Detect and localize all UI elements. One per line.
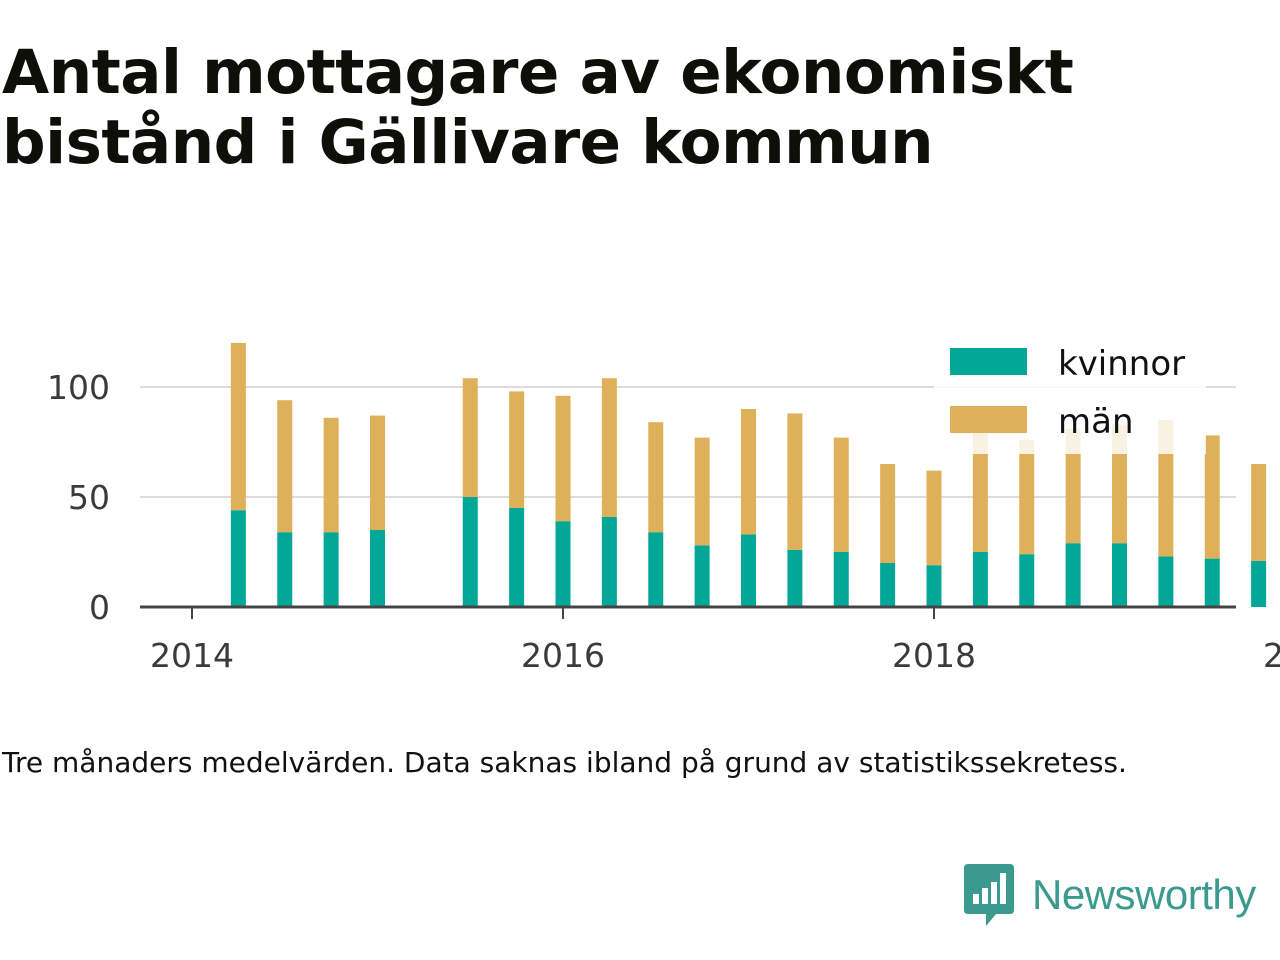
bar-man	[1112, 424, 1127, 544]
bar-man	[648, 422, 664, 533]
chart-area: 050100201420162018202020222024 kvinnormä…	[0, 300, 1280, 700]
bar-kvinnor	[509, 508, 525, 607]
bar-man	[1158, 420, 1174, 557]
bar-man	[880, 464, 896, 563]
axes: 050100201420162018202020222024	[47, 368, 1280, 675]
stacked-bar-chart: 050100201420162018202020222024 kvinnormä…	[47, 336, 1280, 675]
chart-caption: Tre månaders medelvärden. Data saknas ib…	[2, 746, 1127, 779]
bar-kvinnor	[555, 521, 571, 607]
x-tick-label: 2018	[892, 636, 976, 675]
bar-kvinnor	[323, 532, 339, 607]
bar-kvinnor	[972, 552, 988, 607]
bar-kvinnor	[230, 510, 246, 607]
legend: kvinnor män	[934, 336, 1206, 454]
x-tick-label: 2014	[150, 636, 234, 675]
bar-kvinnor	[694, 545, 710, 607]
x-tick-label: 2020	[1263, 636, 1280, 675]
bar-man	[462, 378, 478, 497]
bar-man	[972, 431, 988, 552]
bar-kvinnor	[880, 563, 896, 607]
bar-kvinnor	[462, 497, 478, 607]
bar-man	[509, 391, 525, 508]
bar-kvinnor	[648, 532, 664, 607]
bar-man	[277, 400, 293, 533]
bar-kvinnor	[601, 516, 617, 607]
bar-man	[370, 415, 385, 530]
bar-man	[1019, 439, 1035, 555]
bar-kvinnor	[1065, 543, 1081, 607]
bars	[230, 343, 1267, 607]
bar-kvinnor	[1204, 558, 1220, 607]
bar-man	[926, 470, 942, 566]
x-tick-label: 2016	[521, 636, 605, 675]
bar-kvinnor	[277, 532, 293, 607]
bar-man	[1251, 464, 1267, 561]
bar-man	[741, 409, 756, 535]
bar-man	[694, 437, 710, 546]
bar-kvinnor	[833, 552, 849, 607]
y-tick-label: 0	[89, 588, 110, 627]
bar-kvinnor	[926, 565, 942, 607]
newsworthy-logo-icon	[964, 864, 1014, 926]
bar-kvinnor	[741, 534, 756, 607]
bar-kvinnor	[787, 549, 803, 607]
bar-kvinnor	[1112, 543, 1127, 607]
legend-swatch	[950, 348, 1027, 375]
bar-kvinnor	[370, 530, 385, 607]
legend-swatch	[950, 406, 1027, 433]
bar-man	[787, 413, 803, 550]
bar-kvinnor	[1251, 560, 1267, 607]
y-tick-label: 50	[68, 478, 110, 517]
bar-kvinnor	[1019, 554, 1035, 607]
brand[interactable]: Newsworthy	[964, 860, 1256, 930]
bar-man	[833, 437, 849, 552]
bar-man	[1204, 435, 1220, 559]
bar-man	[1065, 428, 1081, 544]
legend-label: kvinnor	[1058, 344, 1185, 384]
y-tick-label: 100	[47, 368, 110, 407]
legend-label: män	[1058, 402, 1134, 442]
bar-kvinnor	[1158, 556, 1174, 607]
bar-man	[555, 395, 571, 522]
bar-man	[601, 378, 617, 517]
bar-man	[323, 417, 339, 533]
brand-name: Newsworthy	[1032, 871, 1256, 918]
chart-title: Antal mottagare av ekonomiskt bistånd i …	[2, 37, 1074, 178]
bar-man	[230, 343, 246, 511]
